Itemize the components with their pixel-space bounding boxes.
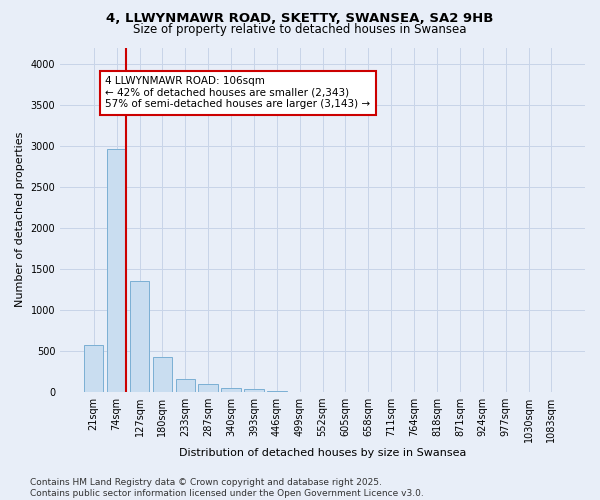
- Bar: [176, 378, 195, 392]
- Text: Contains HM Land Registry data © Crown copyright and database right 2025.
Contai: Contains HM Land Registry data © Crown c…: [30, 478, 424, 498]
- Text: Size of property relative to detached houses in Swansea: Size of property relative to detached ho…: [133, 22, 467, 36]
- Text: 4 LLWYNMAWR ROAD: 106sqm
← 42% of detached houses are smaller (2,343)
57% of sem: 4 LLWYNMAWR ROAD: 106sqm ← 42% of detach…: [105, 76, 370, 110]
- Bar: [199, 384, 218, 392]
- Bar: [267, 390, 287, 392]
- Bar: [152, 356, 172, 392]
- Text: 4, LLWYNMAWR ROAD, SKETTY, SWANSEA, SA2 9HB: 4, LLWYNMAWR ROAD, SKETTY, SWANSEA, SA2 …: [106, 12, 494, 26]
- Bar: [84, 345, 103, 392]
- X-axis label: Distribution of detached houses by size in Swansea: Distribution of detached houses by size …: [179, 448, 466, 458]
- Bar: [244, 390, 263, 392]
- Bar: [107, 149, 127, 392]
- Y-axis label: Number of detached properties: Number of detached properties: [15, 132, 25, 308]
- Bar: [221, 388, 241, 392]
- Bar: [130, 281, 149, 392]
